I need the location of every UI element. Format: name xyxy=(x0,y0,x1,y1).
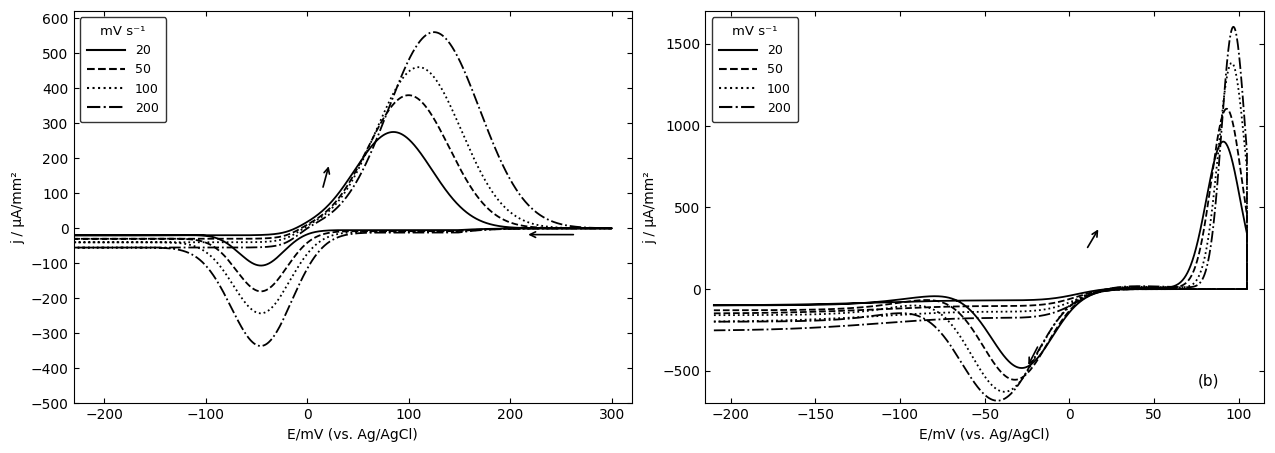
Legend: 20, 50, 100, 200: 20, 50, 100, 200 xyxy=(80,17,166,122)
Text: (b): (b) xyxy=(1197,373,1219,388)
X-axis label: E/mV (vs. Ag/AgCl): E/mV (vs. Ag/AgCl) xyxy=(919,428,1051,442)
Legend: 20, 50, 100, 200: 20, 50, 100, 200 xyxy=(711,17,798,122)
X-axis label: E/mV (vs. Ag/AgCl): E/mV (vs. Ag/AgCl) xyxy=(287,428,418,442)
Y-axis label: j / μA/mm²: j / μA/mm² xyxy=(643,171,657,244)
Y-axis label: j / μA/mm²: j / μA/mm² xyxy=(11,171,26,244)
